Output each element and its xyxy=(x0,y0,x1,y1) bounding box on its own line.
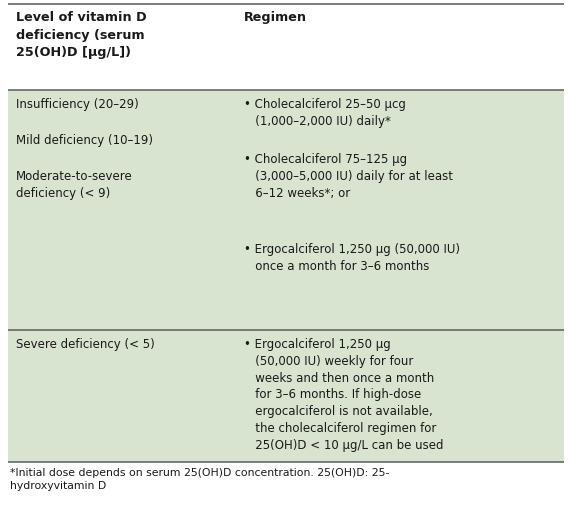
Text: *Initial dose depends on serum 25(OH)D concentration. 25(OH)D: 25-
hydroxyvitami: *Initial dose depends on serum 25(OH)D c… xyxy=(10,468,390,491)
Text: Severe deficiency (< 5): Severe deficiency (< 5) xyxy=(16,338,155,351)
Bar xyxy=(8,330,564,462)
Text: Level of vitamin D
deficiency (serum
25(OH)D [μg/L]): Level of vitamin D deficiency (serum 25(… xyxy=(16,11,146,59)
Bar xyxy=(8,90,564,330)
Text: • Ergocalciferol 1,250 μg
   (50,000 IU) weekly for four
   weeks and then once : • Ergocalciferol 1,250 μg (50,000 IU) we… xyxy=(244,338,443,452)
Bar xyxy=(8,462,564,504)
Text: • Ergocalciferol 1,250 μg (50,000 IU)
   once a month for 3–6 months: • Ergocalciferol 1,250 μg (50,000 IU) on… xyxy=(244,243,460,273)
Text: Insufficiency (20–29): Insufficiency (20–29) xyxy=(16,98,139,111)
Text: Regimen: Regimen xyxy=(244,11,307,24)
Text: • Cholecalciferol 25–50 μcg
   (1,000–2,000 IU) daily*: • Cholecalciferol 25–50 μcg (1,000–2,000… xyxy=(244,98,406,128)
Text: Mild deficiency (10–19): Mild deficiency (10–19) xyxy=(16,134,153,147)
Text: Moderate-to-severe
deficiency (< 9): Moderate-to-severe deficiency (< 9) xyxy=(16,170,133,199)
Text: • Cholecalciferol 75–125 μg
   (3,000–5,000 IU) daily for at least
   6–12 weeks: • Cholecalciferol 75–125 μg (3,000–5,000… xyxy=(244,153,453,200)
Bar xyxy=(8,4,564,90)
